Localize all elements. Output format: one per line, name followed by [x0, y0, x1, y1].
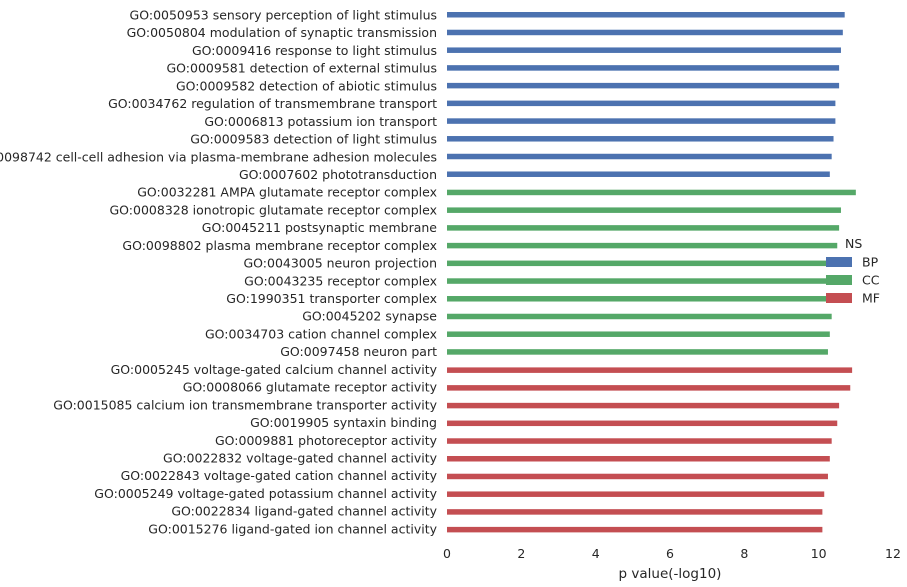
- bar-cc: [447, 278, 834, 284]
- bar-cc: [447, 260, 836, 267]
- bar-mf: [447, 385, 851, 391]
- bar-bp: [447, 29, 843, 36]
- bar-cc: [447, 225, 840, 231]
- category-label: GO:0022834 ligand-gated channel activity: [171, 504, 437, 519]
- bar-mf: [447, 491, 825, 497]
- category-label: GO:0009583 detection of light stimulus: [190, 132, 437, 147]
- legend-label-cc: CC: [862, 273, 880, 288]
- x-tick-label: 4: [592, 546, 600, 561]
- category-label: GO:0097458 neuron part: [280, 344, 437, 359]
- x-tick-label: 10: [811, 546, 827, 561]
- category-label: GO:0009416 response to light stimulus: [192, 43, 437, 58]
- category-label: GO:0006813 potassium ion transport: [204, 114, 437, 129]
- bar-cc: [447, 331, 830, 337]
- bar-mf: [447, 473, 828, 480]
- category-label: GO:0050953 sensory perception of light s…: [130, 8, 437, 23]
- bar-bp: [447, 153, 832, 160]
- bar-mf: [447, 526, 823, 533]
- category-label: GO:0022843 voltage-gated cation channel …: [121, 468, 438, 483]
- bar-cc: [447, 207, 841, 213]
- bar-cc: [447, 313, 832, 320]
- bar-bp: [447, 82, 840, 89]
- bar-mf: [447, 438, 832, 444]
- category-label: GO:0009581 detection of external stimulu…: [167, 61, 438, 76]
- category-label: GO:0045202 synapse: [302, 309, 437, 324]
- bar-bp: [447, 47, 841, 53]
- x-axis-ticks: 0 2 4 6 8 10 12: [443, 546, 901, 561]
- bar-bp: [447, 65, 840, 71]
- x-tick-label: 6: [666, 546, 674, 561]
- legend-swatch-cc: [826, 275, 852, 285]
- category-label: GO:0007602 phototransduction: [239, 167, 437, 182]
- legend-label-mf: MF: [862, 291, 880, 306]
- bar-cc: [447, 296, 834, 302]
- x-tick-label: 0: [443, 546, 451, 561]
- bar-bp: [447, 171, 830, 177]
- bar-mf: [447, 420, 838, 427]
- bar-mf: [447, 367, 853, 373]
- x-tick-label: 8: [740, 546, 748, 561]
- category-label: GO:0045211 postsynaptic membrane: [202, 220, 438, 235]
- category-label: GO:0008328 ionotropic glutamate receptor…: [110, 202, 438, 217]
- legend-entries: BP CC MF: [826, 255, 880, 306]
- legend-label-bp: BP: [862, 255, 879, 270]
- category-label: GO:0019905 syntaxin binding: [250, 415, 437, 430]
- category-label: GO:0005249 voltage-gated potassium chann…: [94, 486, 437, 501]
- category-label: GO:0015276 ligand-gated ion channel acti…: [148, 521, 437, 536]
- category-label: GO:0009582 detection of abiotic stimulus: [176, 78, 437, 93]
- x-axis-title: p value(-log10): [619, 566, 722, 582]
- bar-cc: [447, 349, 828, 355]
- bar-cc: [447, 189, 856, 196]
- category-label: GO:0032281 AMPA glutamate receptor compl…: [137, 185, 437, 200]
- category-label: GO:0098802 plasma membrane receptor comp…: [122, 238, 437, 253]
- category-label: GO:0005245 voltage-gated calcium channel…: [111, 362, 438, 377]
- bar-bp: [447, 136, 834, 142]
- category-label: GO:0008066 glutamate receptor activity: [183, 380, 438, 395]
- legend-swatch-mf: [826, 293, 852, 303]
- category-label: GO:1990351 transporter complex: [226, 291, 437, 306]
- bars-layer: [447, 12, 856, 533]
- bar-mf: [447, 456, 830, 462]
- bar-bp: [447, 100, 836, 107]
- category-label: GO:0015085 calcium ion transmembrane tra…: [53, 397, 437, 412]
- bar-bp: [447, 12, 845, 18]
- category-label: GO:0009881 photoreceptor activity: [215, 433, 438, 448]
- bar-cc: [447, 242, 838, 249]
- legend-title: NS: [845, 236, 862, 251]
- category-label: GO:0034703 cation channel complex: [205, 326, 437, 341]
- bar-mf: [447, 402, 840, 409]
- category-label: GO:0098742 cell-cell adhesion via plasma…: [0, 149, 437, 164]
- x-tick-label: 2: [517, 546, 525, 561]
- category-labels: GO:0050953 sensory perception of light s…: [0, 8, 438, 537]
- category-label: GO:0050804 modulation of synaptic transm…: [127, 25, 437, 40]
- legend-swatch-bp: [826, 257, 852, 267]
- bar-bp: [447, 118, 836, 124]
- bar-mf: [447, 509, 823, 515]
- category-label: GO:0043005 neuron projection: [243, 256, 437, 271]
- category-label: GO:0022832 voltage-gated channel activit…: [163, 451, 438, 466]
- category-label: GO:0034762 regulation of transmembrane t…: [108, 96, 437, 111]
- x-tick-label: 12: [885, 546, 901, 561]
- category-label: GO:0043235 receptor complex: [244, 273, 437, 288]
- legend: NS BP CC MF: [826, 236, 880, 306]
